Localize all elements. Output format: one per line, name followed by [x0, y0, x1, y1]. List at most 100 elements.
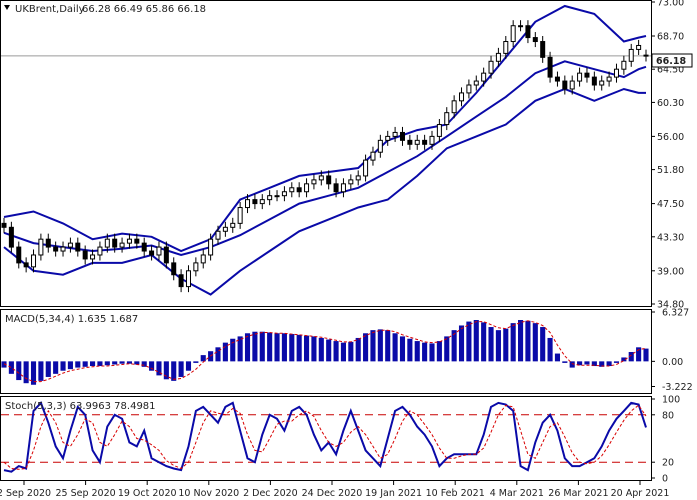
candle [473, 75, 479, 91]
candle-body [326, 175, 332, 185]
macd-bar [636, 347, 642, 362]
candle [53, 241, 59, 257]
macd-bar [444, 336, 450, 362]
macd-bar [281, 333, 287, 362]
candle-body [510, 25, 516, 43]
candle-body [377, 139, 383, 153]
candle-body [414, 139, 420, 145]
price-plot [1, 4, 651, 296]
candle-body [628, 48, 634, 62]
macd-bar [606, 361, 612, 367]
candle-body [407, 139, 413, 145]
candle [562, 75, 568, 95]
candle-body [370, 151, 376, 161]
candle [163, 241, 169, 269]
macd-bar [436, 341, 442, 362]
candle [193, 257, 199, 277]
macd-bar [407, 338, 413, 362]
candle [518, 20, 524, 32]
stoch-tick-label: 0 [662, 474, 668, 485]
candle [75, 237, 81, 257]
candle-body [281, 191, 287, 197]
candle [355, 170, 361, 186]
price-tick-label: 60.30 [657, 98, 684, 109]
macd-bar [178, 361, 184, 377]
macd-bar [385, 330, 391, 362]
candle-body [200, 254, 206, 264]
candle-body [8, 226, 14, 248]
candle-body [355, 175, 361, 181]
candle-body [16, 246, 22, 264]
candle [399, 126, 405, 146]
macd-bar [289, 334, 295, 362]
time-tick-label: 2 Dec 2020 [243, 488, 298, 499]
candle [532, 32, 538, 48]
candle [126, 233, 132, 249]
candle-body [481, 72, 487, 82]
candle-body [495, 52, 501, 62]
candle [636, 39, 642, 55]
macd-bar [38, 361, 44, 381]
candle-body [1, 222, 7, 228]
macd-bar [466, 321, 472, 362]
macd-bar [318, 337, 324, 362]
candle-body [473, 80, 479, 86]
candle [259, 194, 265, 210]
candle [31, 249, 37, 273]
candle-body [193, 262, 199, 272]
candle-body [340, 183, 346, 193]
candle [23, 257, 29, 273]
stoch-label: Stoch(5,3,3) 63.9963 78.4981 [5, 401, 156, 412]
candle-body [613, 68, 619, 78]
candle-body [348, 179, 354, 185]
macd-bar [244, 333, 251, 362]
macd-bar [577, 361, 583, 366]
time-tick-label: 24 Dec 2020 [302, 488, 363, 499]
macd-bar [163, 361, 169, 380]
candle-body [126, 238, 132, 244]
macd-bar [156, 361, 162, 376]
ohlc-label: 66.28 66.49 65.86 66.18 [82, 4, 206, 15]
macd-tick-label: 6.327 [662, 308, 689, 319]
candle [613, 63, 619, 83]
candle [171, 257, 177, 281]
candle-body [318, 175, 324, 181]
candle [237, 202, 243, 229]
candle-body [429, 135, 435, 145]
candle [178, 269, 184, 293]
macd-bar [311, 336, 317, 362]
macd-bar [392, 333, 398, 362]
macd-bar [126, 361, 133, 364]
candle-body [82, 250, 88, 260]
candle-body [45, 238, 51, 248]
candle [377, 134, 383, 158]
candle-body [215, 230, 221, 240]
candle [569, 75, 575, 95]
candle-body [540, 41, 546, 58]
triangle-down-icon[interactable] [4, 5, 10, 10]
candle [208, 233, 214, 261]
macd-bar [643, 348, 649, 362]
candle-body [488, 60, 494, 74]
candle [503, 35, 509, 59]
macd-bar [185, 361, 192, 371]
candle [466, 79, 472, 99]
candle-body [547, 56, 553, 78]
time-tick-label: 2 Sep 2020 [0, 488, 51, 499]
candle [185, 265, 191, 293]
time-tick-label: 26 Mar 2021 [548, 488, 608, 499]
candle-body [436, 124, 442, 137]
candle-body [636, 44, 642, 50]
macd-bar [75, 361, 81, 368]
candle [459, 87, 465, 107]
stoch-plot [1, 401, 651, 473]
candle [510, 20, 516, 48]
stoch-tick-label: 80 [662, 410, 674, 421]
macd-bar [591, 361, 597, 367]
candle-body [451, 100, 457, 114]
candle-body [569, 80, 575, 90]
candle-body [75, 242, 81, 252]
bollinger-upper [3, 4, 647, 253]
candle [392, 126, 398, 142]
